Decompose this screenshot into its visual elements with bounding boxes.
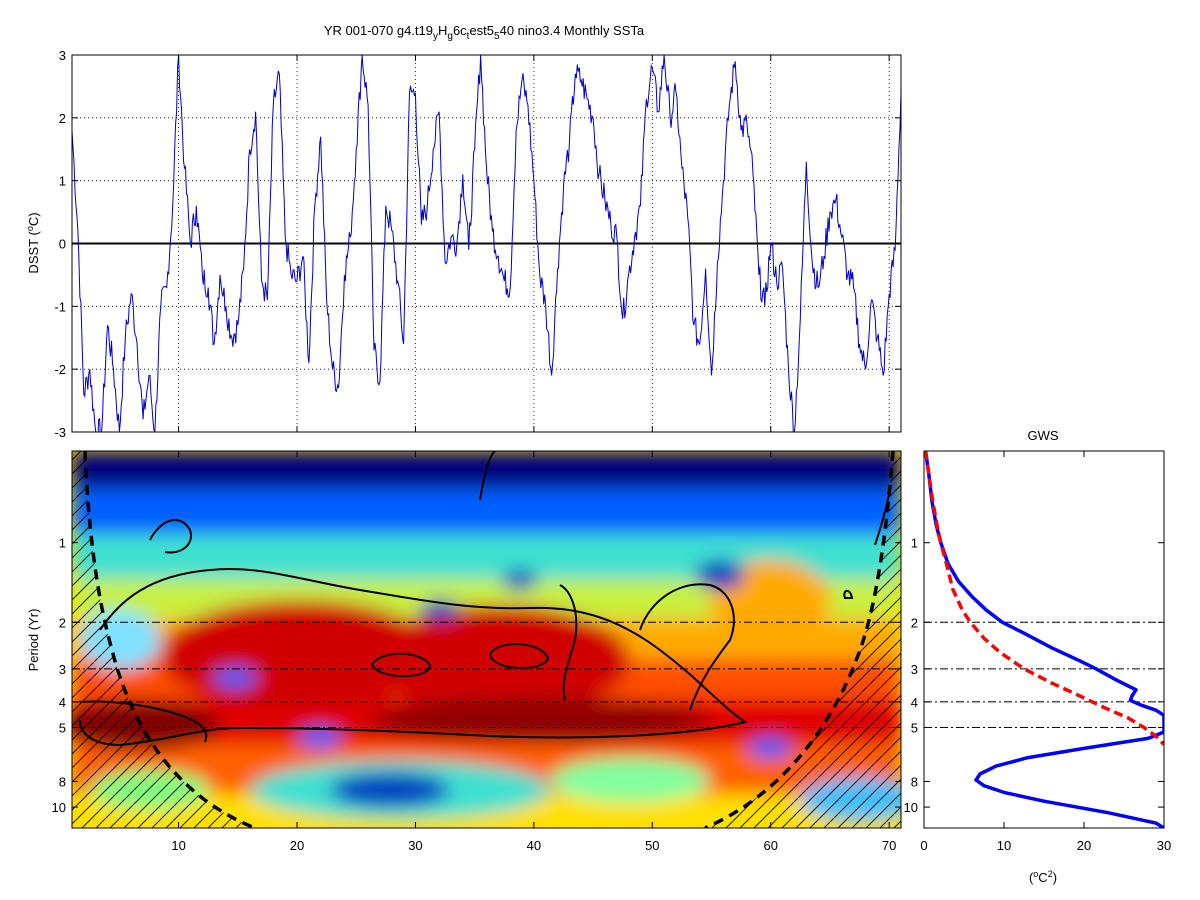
wavelet-cone-hatch-right — [705, 451, 901, 828]
wavelet-contour — [639, 583, 735, 711]
wavelet-x-tick-label: 70 — [882, 838, 896, 853]
wavelet-heat-blob — [330, 772, 450, 808]
gws-title: GWS — [1027, 428, 1058, 443]
gws-significance-line — [924, 451, 1164, 746]
wavelet-heat-blob — [298, 728, 342, 748]
wavelet-cone-hatch-left — [72, 451, 255, 828]
wavelet-heat-blob — [695, 560, 745, 590]
timeseries-y-tick-label: 2 — [59, 111, 66, 126]
wavelet-x-tick-label: 20 — [290, 838, 304, 853]
wavelet-y-tick-label: 10 — [52, 800, 66, 815]
wavelet-y-tick-label: 8 — [59, 774, 66, 789]
timeseries-y-tick-label: -2 — [54, 362, 66, 377]
gws-y-ticks: 1 2 3 4 5 8 10 — [904, 536, 1164, 815]
wavelet-y-tick-label: 3 — [59, 662, 66, 677]
wavelet-x-tick-label: 50 — [645, 838, 659, 853]
wavelet-frame — [71, 450, 902, 829]
gws-y-tick-label: 4 — [911, 695, 918, 710]
gws-y-tick-label: 1 — [911, 536, 918, 551]
gws-reference-lines — [924, 621, 1164, 728]
gws-x-axis-label: (oC2) — [1029, 869, 1057, 885]
wavelet-y-tick-label: 4 — [59, 695, 66, 710]
gws-frame — [923, 450, 1165, 829]
wavelet-contour — [843, 589, 854, 599]
wavelet-heat-blob — [748, 738, 792, 758]
timeseries-y-axis-label: DSST (oC) — [25, 212, 41, 273]
gws-x-tick-label: 0 — [920, 838, 927, 853]
wavelet-y-tick-label: 5 — [59, 720, 66, 735]
wavelet-x-tick-label: 10 — [171, 838, 185, 853]
wavelet-x-tick-label: 30 — [408, 838, 422, 853]
wavelet-contour — [874, 489, 891, 546]
timeseries-y-ticks: -3 -2 -1 0 1 2 3 — [54, 48, 901, 440]
wavelet-heat-blob — [370, 605, 630, 715]
gws-y-tick-label: 3 — [911, 662, 918, 677]
wavelet-x-ticks: 10 20 30 40 50 60 70 — [171, 451, 896, 853]
wavelet-contour — [479, 451, 496, 501]
timeseries-line-layer — [72, 55, 901, 432]
gws-plot-area — [924, 451, 1164, 828]
gws-y-tick-label: 5 — [911, 720, 918, 735]
wavelet-y-ticks: 1 2 3 4 5 8 10 — [52, 536, 901, 815]
wavelet-contour — [370, 652, 432, 678]
wavelet-reference-lines — [72, 621, 901, 728]
timeseries-y-tick-label: -1 — [54, 299, 66, 314]
gws-x-tick-label: 30 — [1157, 838, 1171, 853]
gws-y-tick-label: 10 — [904, 800, 918, 815]
gws-power-line — [924, 451, 1164, 828]
wavelet-contour — [559, 584, 578, 701]
wavelet-heat-blob — [213, 668, 257, 688]
wavelet-contour — [79, 568, 748, 747]
gws-line-layer — [924, 451, 1164, 828]
gws-y-tick-label: 8 — [911, 774, 918, 789]
gws-x-tick-label: 10 — [997, 838, 1011, 853]
wavelet-cone-of-influence — [83, 451, 895, 828]
timeseries-y-tick-label: 3 — [59, 48, 66, 63]
gws-y-tick-label: 2 — [911, 615, 918, 630]
wavelet-y-tick-label: 1 — [59, 536, 66, 551]
wavelet-y-axis-label: Period (Yr) — [26, 609, 41, 672]
wavelet-heat-blob — [502, 570, 538, 590]
wavelet-heat-blob — [370, 698, 710, 742]
figure-title: YR 001-070 g4.t19yHg6ctest5540 nino3.4 M… — [324, 23, 645, 42]
wavelet-contour — [149, 519, 192, 554]
wavelet-panel: 10 20 30 40 50 60 70 1 2 3 4 5 8 10 Period (Yr) — [26, 450, 902, 853]
wavelet-heat-blob — [550, 758, 710, 802]
wavelet-heat-blob — [72, 489, 901, 534]
timeseries-y-tick-label: 0 — [59, 237, 66, 252]
timeseries-sst-line — [72, 55, 901, 432]
gws-x-ticks: 0 10 20 30 — [920, 451, 1171, 853]
timeseries-y-tick-label: 1 — [59, 174, 66, 189]
timeseries-panel: -3 -2 -1 0 1 2 3 DSST (oC) — [25, 48, 902, 440]
wavelet-y-tick-label: 2 — [59, 615, 66, 630]
wavelet-contour — [488, 643, 550, 670]
wavelet-x-tick-label: 40 — [527, 838, 541, 853]
gws-x-tick-label: 20 — [1077, 838, 1091, 853]
gws-panel: GWS 0 10 20 30 1 2 3 4 5 8 10 (oC2) — [904, 428, 1172, 885]
timeseries-y-tick-label: -3 — [54, 425, 66, 440]
wavelet-x-tick-label: 60 — [763, 838, 777, 853]
